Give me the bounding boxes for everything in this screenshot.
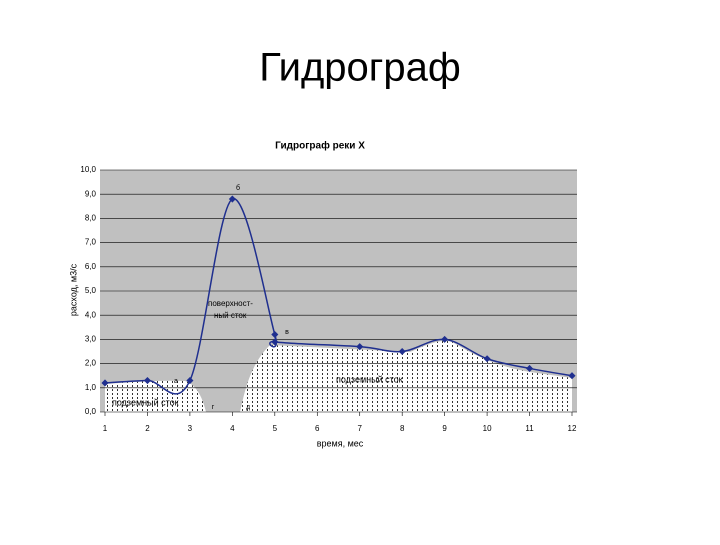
y-tick-label: 6,0 [85, 262, 97, 271]
base-flow-area [105, 340, 572, 412]
point-marker [356, 343, 364, 351]
point-marker [483, 355, 491, 363]
chart-title: Гидрограф реки Х [275, 140, 365, 152]
x-tick-label: 11 [525, 424, 534, 433]
annotation: д [246, 404, 250, 411]
point-marker [441, 335, 449, 343]
x-tick-label: 5 [273, 424, 278, 433]
point-marker [568, 372, 576, 380]
point-marker [143, 377, 151, 385]
y-tick-label: 1,0 [85, 383, 97, 392]
x-tick-label: 1 [103, 424, 108, 433]
x-tick-label: 12 [568, 424, 577, 433]
annotation: подземный сток [112, 397, 179, 407]
annotation: б [236, 184, 240, 192]
x-tick-label: 10 [483, 424, 492, 433]
x-tick-label: 9 [442, 424, 447, 433]
chart: 0,01,02,03,04,05,06,07,08,09,010,01 2 3 4 5 6… [80, 165, 577, 433]
point-marker [228, 195, 236, 203]
y-tick-label: 7,0 [85, 238, 97, 247]
x-tick-label: 3 [188, 424, 193, 433]
point-marker [271, 338, 279, 346]
annotation: в [285, 329, 289, 336]
y-tick-label: 9,0 [85, 189, 97, 198]
point-marker [526, 364, 534, 372]
annotation: подземный сток [336, 374, 403, 384]
x-tick-label: 8 [400, 424, 405, 433]
x-axis-label: время, мес [317, 438, 364, 448]
x-tick-label: 2 [145, 424, 150, 433]
annotation: г [212, 404, 215, 411]
annotation: поверхност- [208, 299, 253, 308]
slide-title: Гидрограф [259, 46, 461, 90]
x-tick-label: 4 [230, 424, 235, 433]
annotation: а [174, 378, 178, 385]
y-tick-label: 5,0 [85, 286, 97, 295]
x-tick-label: 6 [315, 424, 320, 433]
y-tick-label: 0,0 [85, 407, 97, 416]
y-tick-label: 4,0 [85, 310, 97, 319]
y-tick-label: 3,0 [85, 335, 97, 344]
point-marker [271, 331, 279, 339]
y-tick-label: 2,0 [85, 359, 97, 368]
y-tick-label: 8,0 [85, 214, 97, 223]
y-tick-label: 10,0 [80, 165, 96, 174]
x-tick-label: 7 [358, 424, 363, 433]
point-marker [398, 347, 406, 356]
point-marker [186, 377, 194, 385]
annotation: ный сток [214, 311, 247, 320]
point-marker [101, 379, 109, 387]
y-axis-label: расход, м3/с [68, 263, 78, 316]
